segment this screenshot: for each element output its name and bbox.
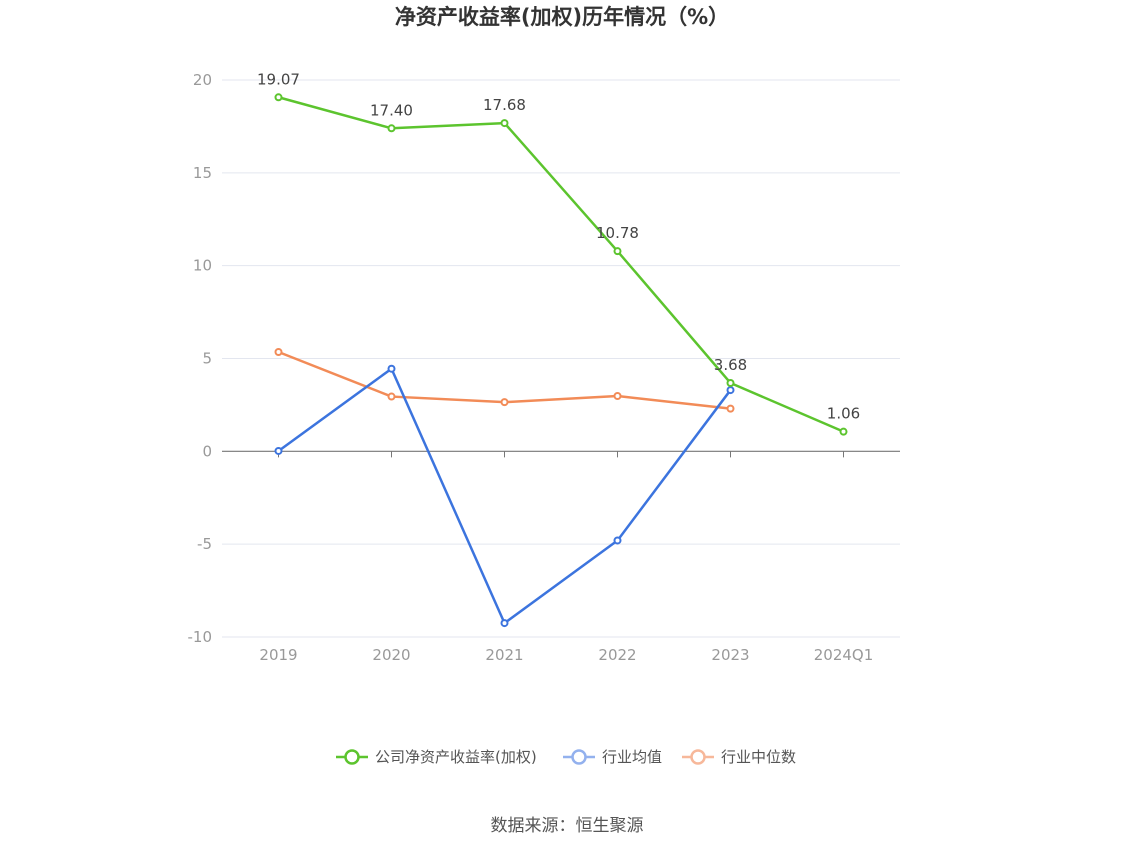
x-tick-label: 2021	[485, 646, 523, 664]
data-label: 1.06	[827, 405, 860, 423]
grid	[222, 79, 900, 638]
data-point[interactable]	[726, 379, 735, 388]
series-line	[277, 367, 732, 625]
data-point[interactable]	[500, 119, 509, 128]
legend-label: 公司净资产收益率(加权)	[375, 748, 537, 766]
data-point[interactable]	[387, 124, 396, 133]
legend: 公司净资产收益率(加权) 行业均值 行业中位数	[336, 748, 796, 766]
legend-label: 行业均值	[602, 748, 662, 766]
legend-marker	[571, 749, 587, 765]
y-tick-label: 5	[202, 350, 212, 368]
data-point[interactable]	[613, 536, 622, 545]
series-1	[274, 364, 735, 628]
legend-item-2[interactable]: 行业中位数	[682, 748, 796, 766]
data-label: 10.78	[596, 224, 639, 242]
series-line	[278, 96, 844, 433]
x-tick-label: 2019	[259, 646, 297, 664]
data-label: 3.68	[714, 356, 747, 374]
x-tick-label: 2024Q1	[814, 646, 874, 664]
data-point[interactable]	[387, 364, 396, 373]
data-label: 17.40	[370, 101, 413, 119]
chart-title: 净资产收益率(加权)历年情况（%）	[395, 5, 729, 29]
data-point[interactable]	[387, 392, 396, 401]
data-point[interactable]	[839, 427, 848, 436]
x-tick-label: 2023	[711, 646, 749, 664]
source-note: 数据来源：恒生聚源	[491, 816, 644, 836]
y-tick-label: 10	[193, 257, 212, 275]
data-point[interactable]	[613, 392, 622, 401]
data-point[interactable]	[726, 386, 735, 395]
series-0: 19.07 17.40 17.68 10.78 3.68 1.06	[257, 70, 860, 436]
data-point[interactable]	[613, 247, 622, 256]
legend-item-0[interactable]: 公司净资产收益率(加权)	[336, 748, 537, 766]
y-tick-label: 20	[193, 71, 212, 89]
x-tick-label: 2022	[598, 646, 636, 664]
x-axis: 2019 2020 2021 2022 2023 2024Q1	[222, 450, 900, 664]
y-tick-label: 0	[202, 442, 212, 460]
data-point[interactable]	[726, 404, 735, 413]
y-tick-label: 15	[193, 164, 212, 182]
legend-item-1[interactable]: 行业均值	[563, 748, 662, 766]
y-tick-label: -10	[188, 628, 213, 646]
data-point[interactable]	[274, 446, 283, 455]
data-point[interactable]	[274, 348, 283, 357]
data-point[interactable]	[500, 619, 509, 628]
data-label: 17.68	[483, 96, 526, 114]
series-2	[274, 348, 735, 413]
x-tick-label: 2020	[372, 646, 410, 664]
data-label: 19.07	[257, 70, 300, 88]
legend-marker	[690, 749, 706, 765]
legend-marker	[344, 749, 360, 765]
data-point[interactable]	[274, 93, 283, 102]
legend-label: 行业中位数	[721, 748, 796, 766]
series-layer: 19.07 17.40 17.68 10.78 3.68 1.06	[257, 70, 860, 628]
y-tick-label: -5	[197, 535, 212, 553]
data-point[interactable]	[500, 398, 509, 407]
y-axis: 20 15 10 5 0 -5 -10	[188, 71, 213, 646]
